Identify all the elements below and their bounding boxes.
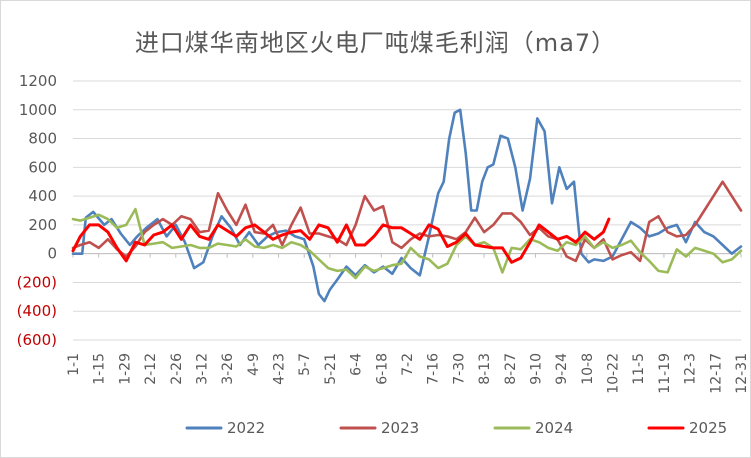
- x-tick-label: 2-12: [143, 353, 159, 385]
- series-line-2023: [71, 180, 743, 263]
- x-tick-label: 3-12: [194, 353, 210, 385]
- x-tick-label: 7-30: [451, 353, 467, 385]
- x-tick-label: 1-29: [117, 353, 133, 385]
- x-tick-label: 4-23: [272, 353, 288, 385]
- legend-label-2024: 2024: [535, 419, 573, 437]
- x-tick-label: 11-19: [657, 353, 673, 394]
- x-tick-label: 2-26: [169, 353, 185, 385]
- x-tick-label: 10-8: [580, 353, 596, 385]
- y-tick-label: (600): [17, 331, 57, 349]
- x-tick-label: 11-5: [631, 353, 647, 385]
- x-tick-label: 1-15: [92, 353, 108, 385]
- y-tick-label: 0: [47, 245, 57, 263]
- x-tick-label: 7-16: [426, 353, 442, 385]
- x-tick-label: 12-17: [708, 353, 724, 394]
- y-tick-label: 200: [28, 216, 57, 234]
- x-tick-label: 6-4: [349, 353, 365, 376]
- y-tick-label: (400): [17, 302, 57, 320]
- x-tick-label: 9-10: [528, 353, 544, 385]
- series-line-2024: [71, 207, 743, 280]
- x-tick-label: 6-18: [374, 353, 390, 385]
- y-tick-label: 600: [28, 158, 57, 176]
- x-tick-label: 9-24: [554, 353, 570, 385]
- y-tick-label: 1000: [19, 101, 57, 119]
- gridlines: [73, 80, 741, 341]
- x-tick-label: 12-3: [683, 353, 699, 385]
- legend-label-2023: 2023: [381, 419, 419, 437]
- x-tick-label: 5-7: [297, 353, 313, 376]
- series-lines: [71, 108, 743, 303]
- legend-label-2025: 2025: [689, 419, 727, 437]
- series-line-2025: [71, 217, 611, 264]
- x-tick-label: 4-9: [246, 353, 262, 376]
- x-tick-label: 5-21: [323, 353, 339, 385]
- chart-title: 进口煤华南地区火电厂吨煤毛利润（ma7）: [134, 29, 617, 57]
- x-tick-label: 8-27: [503, 353, 519, 385]
- x-tick-label: 7-2: [400, 353, 416, 376]
- y-tick-label: 1200: [19, 72, 57, 90]
- y-tick-label: (200): [17, 273, 57, 291]
- y-axis-ticks: 1200 1000 800 600 400 200 0 (200) (400) (600): [17, 72, 57, 349]
- x-tick-label: 3-26: [220, 353, 236, 385]
- legend-label-2022: 2022: [227, 419, 265, 437]
- x-tick-label: 12-31: [734, 353, 750, 394]
- y-tick-label: 800: [28, 130, 57, 148]
- x-axis-ticks: 1-1 1-15 1-29 2-12 2-26 3-12 3-26 4-9 4-23 5-7 5-2…: [66, 253, 750, 394]
- x-tick-label: 10-22: [606, 353, 622, 394]
- x-tick-label: 1-1: [66, 353, 82, 376]
- x-tick-label: 8-13: [477, 353, 493, 385]
- y-tick-label: 400: [28, 187, 57, 205]
- legend: 2022 2023 2024 2025: [185, 419, 727, 437]
